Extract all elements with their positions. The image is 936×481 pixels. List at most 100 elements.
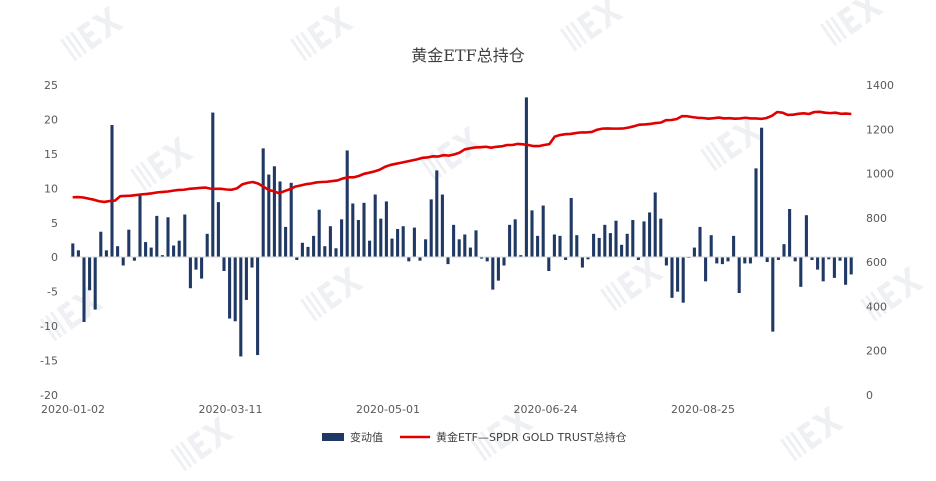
bar — [205, 233, 209, 258]
bar — [82, 257, 86, 322]
bar — [524, 97, 528, 258]
bar — [300, 242, 304, 258]
bar — [379, 218, 383, 258]
bar — [597, 237, 601, 258]
watermark-logo — [560, 0, 625, 52]
bar — [452, 224, 456, 258]
bar — [816, 257, 820, 270]
right-axis-tick-label: 800 — [866, 212, 887, 225]
bar — [648, 212, 652, 258]
bar — [188, 257, 192, 289]
watermark-layer — [40, 0, 925, 472]
bar — [127, 229, 131, 258]
bar — [76, 250, 80, 258]
legend-swatch-bars — [322, 433, 344, 441]
bar — [177, 240, 181, 258]
bar — [306, 246, 310, 258]
bar — [810, 257, 814, 260]
bar — [720, 257, 724, 265]
bar — [328, 226, 332, 258]
bar — [200, 257, 204, 279]
bar — [552, 234, 556, 258]
bar — [340, 219, 344, 258]
bar — [228, 257, 232, 319]
bar — [284, 226, 288, 258]
bar — [603, 224, 607, 258]
bar — [110, 124, 114, 258]
bar — [323, 246, 327, 258]
watermark-logo — [60, 5, 125, 62]
bar — [429, 199, 433, 258]
bar — [351, 203, 355, 258]
left-axis-tick-label: 20 — [44, 113, 58, 126]
bar — [782, 244, 786, 258]
bar — [104, 250, 108, 258]
bar — [172, 245, 176, 258]
bar-series — [71, 97, 853, 357]
bar — [804, 215, 808, 258]
x-axis-tick-label: 2020-05-01 — [356, 403, 420, 416]
bar — [608, 233, 612, 258]
bar — [278, 181, 282, 258]
bar — [446, 257, 450, 265]
bar — [743, 257, 747, 264]
bar — [345, 150, 349, 258]
bar — [502, 257, 506, 266]
bar — [620, 244, 624, 258]
right-axis-tick-label: 1000 — [866, 168, 894, 181]
bar — [765, 257, 769, 263]
bar — [457, 239, 461, 258]
bar — [541, 205, 545, 258]
bar — [368, 240, 372, 258]
right-axis-tick-label: 1200 — [866, 123, 894, 136]
bar — [732, 235, 736, 258]
watermark-logo — [780, 405, 845, 462]
bar — [116, 246, 120, 258]
watermark-logo — [820, 0, 885, 47]
watermark-logo — [420, 125, 485, 182]
bar — [468, 247, 472, 258]
bar — [138, 193, 142, 258]
bar — [670, 257, 674, 298]
bar — [653, 192, 657, 258]
left-axis-tick-label: -5 — [47, 286, 58, 299]
bar — [519, 255, 523, 258]
bar — [580, 257, 584, 268]
left-axis-tick-label: 5 — [51, 217, 58, 230]
bar — [681, 257, 685, 303]
bar — [132, 257, 136, 261]
bar — [480, 257, 484, 259]
right-axis-tick-label: 400 — [866, 300, 887, 313]
bar — [575, 235, 579, 258]
bar — [625, 233, 629, 258]
bar — [704, 257, 708, 282]
bar — [827, 257, 831, 260]
bar — [463, 234, 467, 258]
bar — [401, 226, 405, 258]
bar — [149, 247, 153, 258]
bar — [93, 257, 97, 310]
bar — [709, 235, 713, 258]
bar — [844, 257, 848, 285]
left-axis-tick-label: 10 — [44, 182, 58, 195]
x-axis-tick-label: 2020-08-25 — [671, 403, 735, 416]
legend: 变动值 黄金ETF—SPDR GOLD TRUST总持仓 — [322, 430, 627, 444]
bar — [821, 257, 825, 282]
holdings-line — [72, 110, 852, 204]
bar — [183, 214, 187, 258]
bar — [592, 233, 596, 258]
x-axis-tick-label: 2020-03-11 — [199, 403, 263, 416]
right-axis-tick-label: 200 — [866, 345, 887, 358]
bar — [737, 257, 741, 294]
bar — [832, 257, 836, 278]
bar — [760, 127, 764, 258]
watermark-logo — [860, 265, 925, 322]
left-axis-tick-label: 15 — [44, 148, 58, 161]
bar — [144, 242, 148, 258]
bar — [586, 257, 590, 260]
bar — [726, 257, 730, 262]
bar — [513, 219, 517, 258]
watermark-logo — [130, 135, 195, 192]
bar — [849, 257, 853, 275]
bar — [530, 210, 534, 258]
